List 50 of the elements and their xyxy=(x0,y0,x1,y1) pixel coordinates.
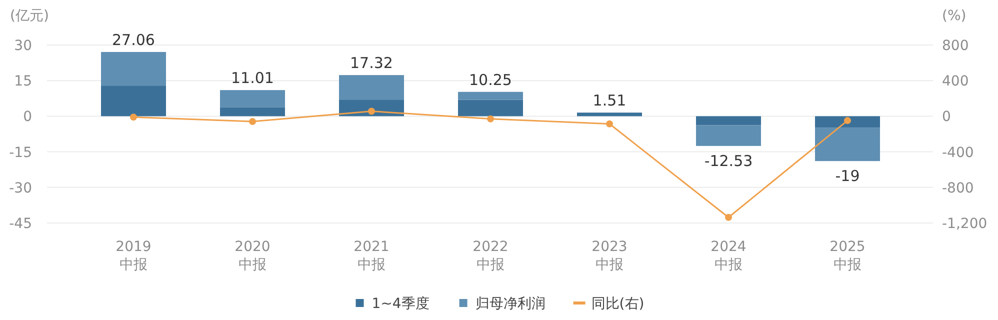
bar xyxy=(815,116,880,128)
bar xyxy=(696,116,761,126)
y2-tick-label: 400 xyxy=(942,74,969,90)
total-label: 17.32 xyxy=(350,54,393,72)
y2-tick-label: 0 xyxy=(942,109,951,126)
x-tick-label: 2025 中报 xyxy=(830,239,866,273)
point xyxy=(606,120,613,128)
legend-label: 1~4季度 xyxy=(372,296,430,312)
total-label: 1.51 xyxy=(592,92,626,110)
point xyxy=(487,115,494,122)
total-label: -19 xyxy=(835,167,860,186)
y-tick-label: 30 xyxy=(14,38,32,54)
point xyxy=(130,114,137,121)
bar xyxy=(815,128,880,162)
legend-label: 归母净利润 xyxy=(475,296,546,312)
bar xyxy=(458,92,523,100)
point xyxy=(249,118,256,126)
bar xyxy=(101,86,166,116)
total-label: 11.01 xyxy=(231,69,274,88)
point xyxy=(725,214,732,221)
y-tick-label: 15 xyxy=(14,74,32,90)
y-tick-label: -15 xyxy=(9,144,32,161)
bar xyxy=(577,112,642,116)
point xyxy=(368,108,375,115)
bar xyxy=(220,90,285,108)
total-label: 10.25 xyxy=(469,70,512,89)
y-tick-label: 0 xyxy=(23,109,32,126)
y2-tick-label: 800 xyxy=(942,38,969,54)
y2-tick-label: -400 xyxy=(942,144,974,161)
x-tick-label: 2023 中报 xyxy=(592,239,628,273)
bar xyxy=(339,75,404,100)
x-tick-label: 2020 中报 xyxy=(234,239,270,273)
total-label: 27.06 xyxy=(112,30,155,49)
x-tick-label: 2019 中报 xyxy=(116,239,152,273)
y2-tick-label: -1,200 xyxy=(942,216,988,232)
bar xyxy=(696,125,761,146)
bar xyxy=(458,100,523,116)
legend-label: 同比(右) xyxy=(591,296,644,312)
bar xyxy=(101,52,166,86)
x-tick-label: 2022 中报 xyxy=(472,239,508,273)
y2-axis-title: (%) xyxy=(942,8,966,24)
bar xyxy=(220,107,285,116)
total-label: -12.53 xyxy=(704,152,753,170)
point xyxy=(844,117,851,124)
x-tick-label: 2021 中报 xyxy=(354,239,390,273)
x-tick-label: 2024 中报 xyxy=(710,239,746,273)
y2-tick-label: -800 xyxy=(942,180,974,196)
y-axis-title: (亿元) xyxy=(10,8,49,24)
y-tick-label: -30 xyxy=(9,180,32,196)
y-tick-label: -45 xyxy=(9,216,32,232)
